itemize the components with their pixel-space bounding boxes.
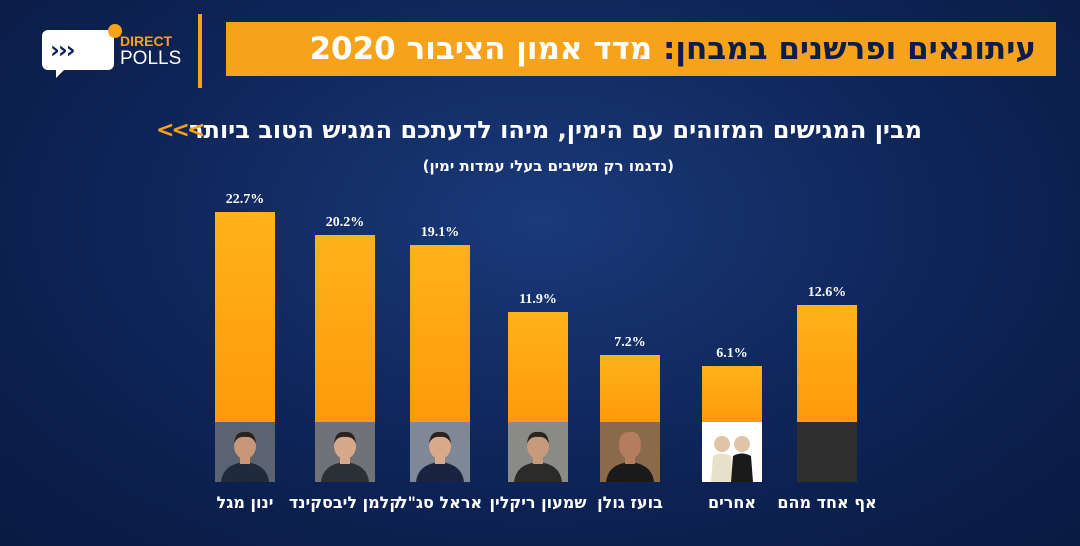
none-placeholder <box>797 422 857 482</box>
presenter-photo <box>315 422 375 482</box>
title-part-2: מדד אמון הציבור 2020 <box>309 31 653 67</box>
category-label-1: קלמן ליבסקינד <box>288 493 402 512</box>
logo-bubble-tail <box>56 68 66 78</box>
title-part-1: עיתונאים ופרשנים במבחן: <box>662 31 1036 67</box>
presenter-photo <box>508 422 568 482</box>
data-label-3: 11.9% <box>519 292 557 307</box>
logo-dot-icon <box>108 24 122 38</box>
bar-5 <box>702 366 762 422</box>
presenter-photo <box>215 422 275 482</box>
data-label-4: 7.2% <box>614 335 646 350</box>
header-divider <box>198 14 202 88</box>
presenter-photo <box>600 422 660 482</box>
bar-4 <box>600 355 660 422</box>
bar-1 <box>315 235 375 422</box>
data-label-0: 22.7% <box>225 192 265 207</box>
header-band: עיתונאים ופרשנים במבחן: מדד אמון הציבור … <box>226 22 1056 76</box>
bar-2 <box>410 245 470 422</box>
bar-0 <box>215 212 275 422</box>
data-label-6: 12.6% <box>807 285 847 300</box>
logo-direct-text: DIRECT <box>120 33 173 49</box>
category-label-0: ינון מגל <box>216 493 274 512</box>
chart-subtitle: (נדגמו רק משיבים בעלי עמדות ימין) <box>422 157 674 175</box>
presenter-photo <box>410 422 470 482</box>
logo-chevrons-icon: ››› <box>50 36 76 64</box>
category-label-6: אף אחד מהם <box>777 493 877 512</box>
question-chevrons-icon: <<< <box>156 118 205 143</box>
category-label-5: אחרים <box>707 493 757 512</box>
category-label-4: בועז גולן <box>597 493 663 512</box>
data-label-5: 6.1% <box>716 346 748 361</box>
chart-question: מבין המגישים המזוהים עם הימין, מיהו לדעת… <box>189 116 922 144</box>
data-label-2: 19.1% <box>420 225 460 240</box>
bar-6 <box>797 305 857 422</box>
data-label-1: 20.2% <box>325 215 365 230</box>
bar-3 <box>508 312 568 422</box>
page-title: עיתונאים ופרשנים במבחן: מדד אמון הציבור … <box>309 22 1036 76</box>
others-silhouette-icon <box>702 422 762 482</box>
logo-bubble <box>42 30 114 70</box>
category-label-2: אראל סג"ל <box>397 493 483 512</box>
category-label-3: שמעון ריקלין <box>489 493 587 512</box>
logo-polls-text: POLLS <box>120 48 182 69</box>
